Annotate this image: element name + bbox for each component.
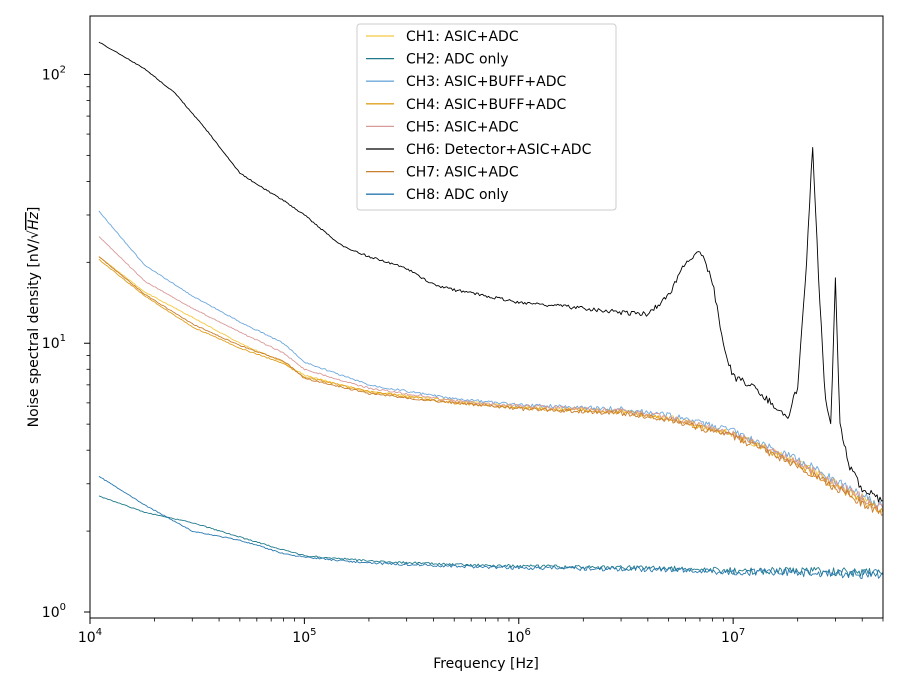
x-axis-label: Frequency [Hz] — [433, 656, 539, 672]
legend-label-ch3: CH3: ASIC+BUFF+ADC — [406, 74, 567, 90]
y-axis-label: Noise spectral density [nV/√Hz] — [26, 207, 42, 428]
y-tick-label: 100 — [42, 602, 66, 621]
legend-label-ch8: CH8: ADC only — [406, 187, 509, 203]
x-tick-label: 107 — [721, 627, 745, 646]
series-line-ch6 — [98, 41, 883, 503]
legend-label-ch4: CH4: ASIC+BUFF+ADC — [406, 97, 567, 113]
series-line-ch5 — [98, 236, 883, 511]
y-axis-label-prefix: Noise spectral density [nV/ — [26, 239, 42, 428]
y-axis-ticks: 100 101 102 — [42, 64, 90, 621]
y-axis-label-sqrt: √ — [26, 230, 42, 239]
series-line-ch8 — [98, 475, 883, 579]
x-tick-label: 104 — [78, 627, 102, 646]
y-tick-label: 101 — [42, 333, 66, 352]
y-axis-label-suffix: ] — [26, 207, 42, 212]
series-line-ch7 — [98, 256, 883, 516]
series-layer — [98, 41, 883, 579]
plot-frame — [89, 15, 884, 619]
y-tick-label: 102 — [42, 64, 66, 83]
legend: CH1: ASIC+ADC CH2: ADC only CH3: ASIC+BUFF… — [356, 23, 617, 211]
legend-box — [356, 23, 617, 211]
y-axis-label-radicand: Hz — [26, 212, 42, 231]
legend-label-ch6: CH6: Detector+ASIC+ADC — [406, 142, 592, 158]
series-line-ch3 — [98, 210, 883, 508]
series-line-ch2 — [98, 495, 883, 578]
legend-label-ch2: CH2: ADC only — [406, 52, 509, 68]
legend-label-ch5: CH5: ASIC+ADC — [406, 119, 519, 135]
legend-label-ch7: CH7: ASIC+ADC — [406, 165, 519, 181]
legend-label-ch1: CH1: ASIC+ADC — [406, 29, 519, 45]
y-axis-label-group: Noise spectral density [nV/√Hz] — [26, 207, 42, 428]
x-tick-label: 106 — [507, 627, 531, 646]
x-axis-ticks: 104 105 106 107 — [78, 618, 884, 646]
x-tick-label: 105 — [292, 627, 316, 646]
